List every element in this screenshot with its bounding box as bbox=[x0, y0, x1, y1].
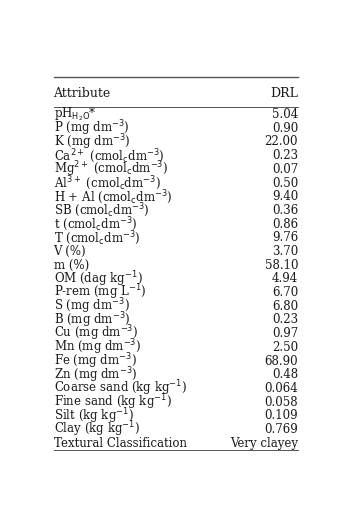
Text: Attribute: Attribute bbox=[54, 87, 111, 100]
Text: Cu (mg dm$^{-3}$): Cu (mg dm$^{-3}$) bbox=[54, 324, 138, 344]
Text: Fe (mg dm$^{-3}$): Fe (mg dm$^{-3}$) bbox=[54, 351, 136, 371]
Text: 6.70: 6.70 bbox=[272, 286, 298, 299]
Text: t (cmol$_{\mathrm{c}}$dm$^{-3}$): t (cmol$_{\mathrm{c}}$dm$^{-3}$) bbox=[54, 215, 137, 233]
Text: 0.36: 0.36 bbox=[272, 204, 298, 217]
Text: 5.04: 5.04 bbox=[272, 108, 298, 121]
Text: 0.23: 0.23 bbox=[272, 149, 298, 162]
Text: SB (cmol$_{\mathrm{c}}$dm$^{-3}$): SB (cmol$_{\mathrm{c}}$dm$^{-3}$) bbox=[54, 201, 149, 219]
Text: Zn (mg dm$^{-3}$): Zn (mg dm$^{-3}$) bbox=[54, 365, 137, 384]
Text: 3.70: 3.70 bbox=[272, 245, 298, 258]
Text: 0.07: 0.07 bbox=[272, 163, 298, 176]
Text: Very clayey: Very clayey bbox=[230, 437, 298, 450]
Text: Silt (kg kg$^{-1}$): Silt (kg kg$^{-1}$) bbox=[54, 406, 133, 426]
Text: 22.00: 22.00 bbox=[264, 135, 298, 149]
Text: Clay (kg kg$^{-1}$): Clay (kg kg$^{-1}$) bbox=[54, 420, 140, 439]
Text: 9.76: 9.76 bbox=[272, 231, 298, 244]
Text: 0.23: 0.23 bbox=[272, 313, 298, 326]
Text: 0.48: 0.48 bbox=[272, 368, 298, 381]
Text: Ca$^{2+}$ (cmol$_{\mathrm{c}}$dm$^{-3}$): Ca$^{2+}$ (cmol$_{\mathrm{c}}$dm$^{-3}$) bbox=[54, 147, 164, 165]
Text: pH$_{\mathrm{H_2O}}$*: pH$_{\mathrm{H_2O}}$* bbox=[54, 106, 96, 123]
Text: m (%): m (%) bbox=[54, 259, 89, 272]
Text: 0.90: 0.90 bbox=[272, 122, 298, 135]
Text: P (mg dm$^{-3}$): P (mg dm$^{-3}$) bbox=[54, 119, 129, 138]
Text: 2.50: 2.50 bbox=[272, 341, 298, 354]
Text: OM (dag kg$^{-1}$): OM (dag kg$^{-1}$) bbox=[54, 269, 142, 289]
Text: 6.80: 6.80 bbox=[272, 300, 298, 313]
Text: 0.769: 0.769 bbox=[264, 423, 298, 436]
Text: S (mg dm$^{-3}$): S (mg dm$^{-3}$) bbox=[54, 297, 129, 316]
Text: 0.86: 0.86 bbox=[272, 218, 298, 231]
Text: 9.40: 9.40 bbox=[272, 190, 298, 203]
Text: 0.058: 0.058 bbox=[264, 395, 298, 408]
Text: DRL: DRL bbox=[270, 87, 298, 100]
Text: 4.94: 4.94 bbox=[272, 272, 298, 286]
Text: Mn (mg dm$^{-3}$): Mn (mg dm$^{-3}$) bbox=[54, 337, 141, 357]
Text: 0.50: 0.50 bbox=[272, 177, 298, 189]
Text: B (mg dm$^{-3}$): B (mg dm$^{-3}$) bbox=[54, 310, 130, 330]
Text: H + Al (cmol$_{\mathrm{c}}$dm$^{-3}$): H + Al (cmol$_{\mathrm{c}}$dm$^{-3}$) bbox=[54, 188, 172, 206]
Text: Al$^{3+}$ (cmol$_{\mathrm{c}}$dm$^{-3}$): Al$^{3+}$ (cmol$_{\mathrm{c}}$dm$^{-3}$) bbox=[54, 174, 161, 192]
Text: Fine sand (kg kg$^{-1}$): Fine sand (kg kg$^{-1}$) bbox=[54, 392, 172, 412]
Text: P-rem (mg L$^{-1}$): P-rem (mg L$^{-1}$) bbox=[54, 283, 146, 302]
Text: K (mg dm$^{-3}$): K (mg dm$^{-3}$) bbox=[54, 132, 130, 152]
Text: 0.109: 0.109 bbox=[264, 410, 298, 422]
Text: Textural Classification: Textural Classification bbox=[54, 437, 187, 450]
Text: 0.064: 0.064 bbox=[264, 382, 298, 395]
Text: 58.10: 58.10 bbox=[264, 259, 298, 272]
Text: 68.90: 68.90 bbox=[264, 355, 298, 368]
Text: V (%): V (%) bbox=[54, 245, 86, 258]
Text: Mg$^{2+}$ (cmol$_{\mathrm{c}}$dm$^{-3}$): Mg$^{2+}$ (cmol$_{\mathrm{c}}$dm$^{-3}$) bbox=[54, 160, 168, 179]
Text: Coarse sand (kg kg$^{-1}$): Coarse sand (kg kg$^{-1}$) bbox=[54, 379, 187, 398]
Text: T (cmol$_{\mathrm{c}}$dm$^{-3}$): T (cmol$_{\mathrm{c}}$dm$^{-3}$) bbox=[54, 229, 140, 247]
Text: 0.97: 0.97 bbox=[272, 327, 298, 340]
